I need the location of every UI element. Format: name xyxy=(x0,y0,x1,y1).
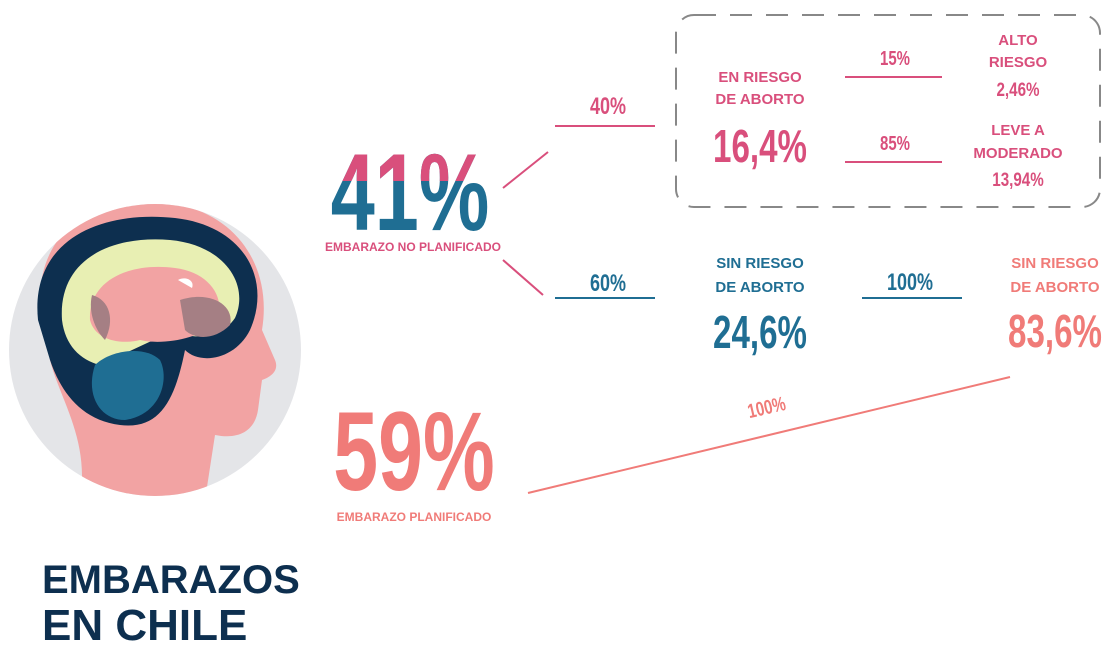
planned-value: 59% xyxy=(333,389,494,514)
value: 24,6% xyxy=(713,308,807,358)
label: SIN RIESGO xyxy=(716,255,804,272)
share: 100% xyxy=(887,270,933,296)
unplanned-value-bottom: 41% xyxy=(331,131,489,254)
label: RIESGO xyxy=(989,54,1048,71)
unplanned-value-top: 41% xyxy=(331,131,489,254)
label: DE ABORTO xyxy=(715,279,805,296)
title-line: EMBARAZOS xyxy=(42,558,300,602)
share: 60% xyxy=(590,271,626,297)
value: 2,46% xyxy=(996,78,1039,100)
planned-link-label: 100% xyxy=(745,392,788,423)
share: 15% xyxy=(880,47,910,70)
label: DE ABORTO xyxy=(715,91,805,108)
unplanned-label: EMBARAZO NO PLANIFICADO xyxy=(325,240,501,254)
label: DE ABORTO xyxy=(1010,279,1100,296)
risk-box xyxy=(675,14,1101,208)
label: LEVE A xyxy=(991,122,1045,139)
label: EN RIESGO xyxy=(718,69,802,86)
head-illustration xyxy=(9,204,301,496)
value: 83,6% xyxy=(1008,307,1102,357)
label: ALTO xyxy=(998,32,1038,49)
value: 13,94% xyxy=(992,168,1044,190)
label: SIN RIESGO xyxy=(1011,255,1099,272)
share: 40% xyxy=(590,94,626,120)
planned-link xyxy=(527,376,1011,494)
connector xyxy=(502,151,549,189)
connector xyxy=(502,259,544,296)
share: 85% xyxy=(880,132,910,155)
unplanned-value: 41% xyxy=(331,131,489,254)
title-line: EN CHILE xyxy=(42,601,247,647)
value: 16,4% xyxy=(713,122,807,172)
label: MODERADO xyxy=(973,145,1062,162)
planned-label: EMBARAZO PLANIFICADO xyxy=(337,510,492,524)
